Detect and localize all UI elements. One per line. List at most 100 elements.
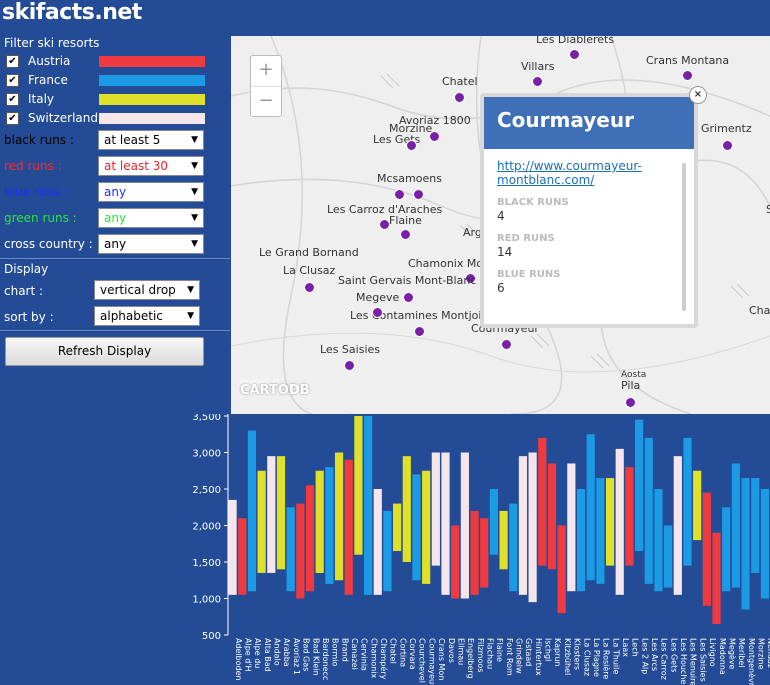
x-tick-label: Crans Mon bbox=[437, 638, 446, 680]
checkbox-switzerland[interactable]: ✔ bbox=[6, 111, 19, 125]
resort-marker[interactable] bbox=[403, 292, 414, 303]
place-label: S bbox=[766, 203, 770, 216]
resort-marker[interactable] bbox=[344, 360, 355, 371]
place-label: Cha bbox=[749, 304, 770, 317]
bar bbox=[605, 478, 615, 566]
red-runs-select[interactable]: at least 30 ▼ bbox=[98, 156, 204, 176]
chevron-down-icon: ▼ bbox=[191, 187, 198, 197]
zoom-in-button[interactable]: + bbox=[251, 56, 281, 87]
popup-scrollbar[interactable] bbox=[682, 163, 686, 311]
resort-marker[interactable] bbox=[569, 49, 580, 60]
filter-austria-label: Austria bbox=[28, 54, 71, 68]
bar bbox=[247, 430, 257, 592]
resort-marker[interactable] bbox=[413, 189, 424, 200]
y-tick-label: 2,500 bbox=[192, 485, 221, 496]
y-tick-label: 1,000 bbox=[192, 595, 221, 606]
resort-marker[interactable] bbox=[304, 282, 315, 293]
bar bbox=[344, 459, 353, 595]
x-tick-label: Meribel bbox=[737, 638, 746, 668]
blue-runs-label: blue runs : bbox=[4, 185, 69, 199]
bar bbox=[547, 463, 557, 570]
place-label: Grimentz bbox=[701, 122, 752, 135]
x-tick-label: Chatel bbox=[389, 638, 398, 664]
filter-switzerland[interactable]: ✔ Switzerland bbox=[6, 109, 98, 127]
x-tick-label: Les Carroz bbox=[660, 638, 669, 680]
resort-marker[interactable] bbox=[429, 131, 440, 142]
place-label: Mcsamoens bbox=[377, 172, 442, 185]
resort-marker[interactable] bbox=[379, 219, 390, 230]
bar bbox=[276, 456, 286, 570]
filter-switzerland-label: Switzerland bbox=[28, 111, 98, 125]
resort-marker[interactable] bbox=[406, 140, 417, 151]
bar bbox=[528, 452, 537, 603]
resort-marker[interactable] bbox=[400, 229, 411, 240]
y-tick-label: 1,500 bbox=[192, 558, 221, 569]
resort-marker[interactable] bbox=[722, 140, 733, 151]
x-tick-label: Chamonix bbox=[369, 638, 378, 679]
bar bbox=[615, 448, 624, 595]
chevron-down-icon: ▼ bbox=[191, 161, 198, 171]
x-tick-label: Flachau bbox=[485, 638, 494, 669]
x-tick-label: Davos bbox=[447, 638, 456, 663]
resort-marker[interactable] bbox=[682, 70, 693, 81]
resort-marker[interactable] bbox=[454, 92, 465, 103]
popup-link-line2[interactable]: montblanc.com/ bbox=[497, 173, 595, 187]
site-title[interactable]: skifacts.net bbox=[2, 0, 142, 25]
black-runs-select[interactable]: at least 5 ▼ bbox=[98, 130, 204, 150]
x-tick-label: Grindelw bbox=[515, 638, 524, 674]
resort-marker[interactable] bbox=[501, 339, 512, 350]
place-label: Chatel bbox=[442, 75, 478, 88]
x-tick-label: Adelboden bbox=[234, 638, 243, 681]
black-runs-value: at least 5 bbox=[104, 133, 161, 147]
filter-france[interactable]: ✔ France bbox=[6, 71, 68, 89]
sort-select[interactable]: alphabetic ▼ bbox=[94, 306, 200, 326]
x-tick-label: Lech bbox=[631, 638, 640, 657]
checkbox-italy[interactable]: ✔ bbox=[6, 92, 19, 106]
bar bbox=[596, 478, 605, 584]
divider bbox=[0, 258, 230, 259]
x-tick-label: Madonna bbox=[718, 638, 727, 675]
filter-italy-label: Italy bbox=[28, 92, 55, 106]
place-label: Aosta bbox=[621, 370, 647, 380]
x-tick-label: Andalo bbox=[273, 638, 282, 666]
popup-blue-runs-label: BLUE RUNS bbox=[497, 269, 561, 280]
place-label: Les Diablerets bbox=[536, 36, 615, 46]
zoom-out-button[interactable]: − bbox=[258, 90, 274, 111]
bar bbox=[760, 489, 769, 599]
blue-runs-select[interactable]: any ▼ bbox=[98, 182, 204, 202]
resort-marker[interactable] bbox=[372, 307, 383, 318]
resort-marker[interactable] bbox=[394, 189, 405, 200]
checkbox-france[interactable]: ✔ bbox=[6, 73, 19, 87]
resort-marker[interactable] bbox=[465, 273, 476, 284]
popup-link-line1[interactable]: http://www.courmayeur- bbox=[497, 159, 642, 173]
place-label: Crans Montana bbox=[646, 54, 730, 67]
green-runs-select[interactable]: any ▼ bbox=[98, 208, 204, 228]
x-tick-label: Alta Bad bbox=[263, 638, 272, 672]
cross-country-select[interactable]: any ▼ bbox=[98, 234, 204, 254]
close-icon[interactable]: × bbox=[689, 86, 707, 104]
chart-value: vertical drop bbox=[100, 283, 176, 297]
bar bbox=[683, 437, 692, 566]
place-label: Le Grand Bornand bbox=[259, 246, 359, 259]
refresh-display-button[interactable]: Refresh Display bbox=[5, 337, 204, 366]
bar bbox=[702, 492, 711, 606]
resort-marker[interactable] bbox=[532, 76, 543, 87]
resort-popup: Courmayeur http://www.courmayeur- montbl… bbox=[480, 93, 698, 328]
checkbox-austria[interactable]: ✔ bbox=[6, 54, 19, 68]
place-label: Flaine bbox=[389, 214, 422, 227]
place-label: Pila bbox=[621, 379, 641, 392]
bar bbox=[305, 485, 315, 592]
bar bbox=[751, 478, 760, 573]
resort-marker[interactable] bbox=[625, 397, 636, 408]
chart-select[interactable]: vertical drop ▼ bbox=[94, 280, 200, 300]
bar bbox=[257, 470, 266, 573]
x-tick-label: Alpe du bbox=[253, 638, 262, 668]
bar bbox=[383, 510, 392, 592]
filter-italy[interactable]: ✔ Italy bbox=[6, 90, 54, 108]
bar bbox=[470, 510, 479, 595]
chevron-down-icon: ▼ bbox=[191, 213, 198, 223]
filter-austria[interactable]: ✔ Austria bbox=[6, 52, 70, 70]
resort-map[interactable]: + − Les Diablerets Villars Chatel Crans … bbox=[231, 36, 770, 414]
resort-marker[interactable] bbox=[414, 326, 425, 337]
bar bbox=[489, 489, 498, 555]
